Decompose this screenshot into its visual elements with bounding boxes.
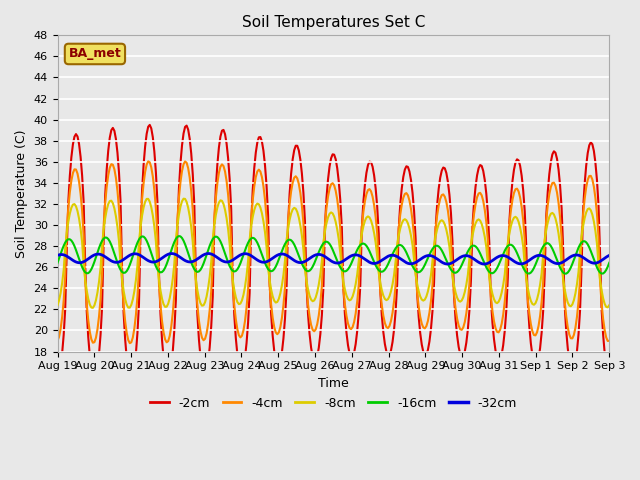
Text: BA_met: BA_met bbox=[68, 48, 122, 60]
Title: Soil Temperatures Set C: Soil Temperatures Set C bbox=[242, 15, 425, 30]
X-axis label: Time: Time bbox=[318, 377, 349, 390]
Legend: -2cm, -4cm, -8cm, -16cm, -32cm: -2cm, -4cm, -8cm, -16cm, -32cm bbox=[145, 392, 522, 415]
Y-axis label: Soil Temperature (C): Soil Temperature (C) bbox=[15, 129, 28, 258]
